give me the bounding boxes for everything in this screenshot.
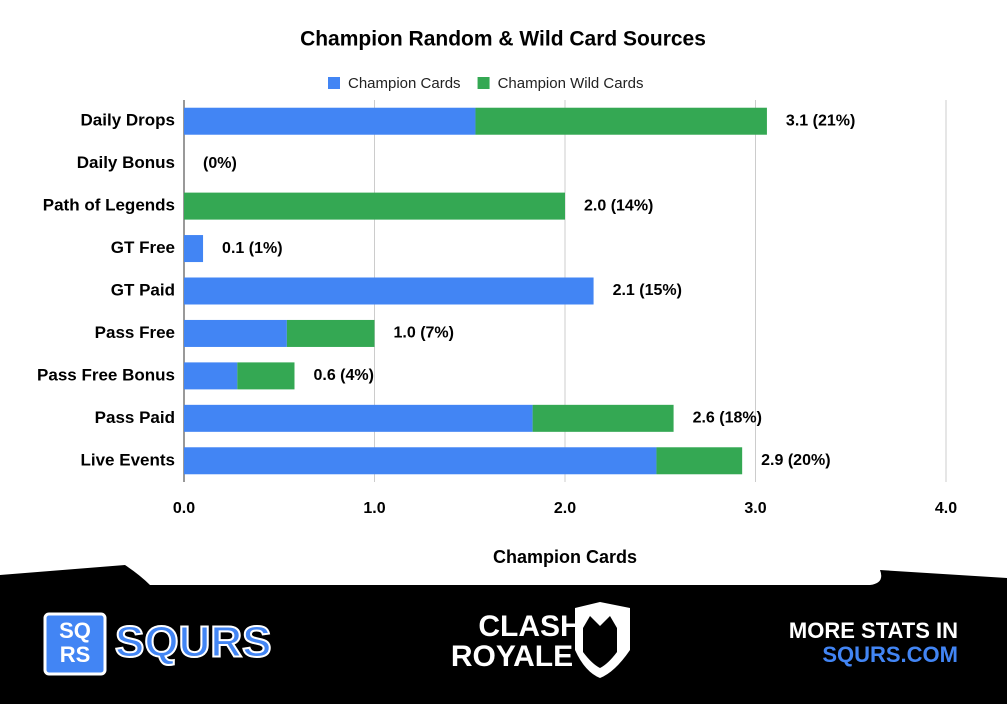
bar-segment bbox=[184, 277, 594, 305]
promo-site: SQURS.COM bbox=[822, 642, 958, 667]
bar-segment bbox=[184, 107, 476, 135]
legend-swatch bbox=[328, 77, 340, 89]
y-tick-label: Pass Paid bbox=[95, 408, 175, 427]
promo-text: MORE STATS IN bbox=[789, 618, 958, 643]
game-logo: CLASH bbox=[478, 610, 581, 643]
y-tick-label: Path of Legends bbox=[43, 196, 175, 215]
bar-segment bbox=[184, 235, 204, 263]
legend-label: Champion Wild Cards bbox=[498, 75, 644, 92]
brand-icon bbox=[43, 612, 107, 676]
legend-swatch bbox=[477, 77, 490, 89]
total-label: 2.9 (20%) bbox=[761, 452, 830, 469]
plot: 0.0 1.0 2.0 3.0 4.0 Champion Cards Champion Wi… bbox=[37, 75, 957, 517]
legend-label: Champion Cards bbox=[348, 75, 461, 92]
brand-icon-text: SQ bbox=[59, 618, 91, 643]
bar-segment bbox=[532, 404, 674, 432]
brand-icon-text: RS bbox=[60, 642, 91, 667]
total-label: 2.6 (18%) bbox=[693, 410, 762, 427]
y-tick-label: GT Paid bbox=[111, 280, 175, 299]
total-label: (0%) bbox=[203, 155, 237, 172]
total-label: 0.6 (4%) bbox=[313, 367, 373, 384]
total-label: 1.0 (7%) bbox=[394, 325, 454, 342]
y-tick-label: Pass Free bbox=[95, 323, 175, 342]
x-tick-label: 2.0 bbox=[554, 500, 576, 517]
y-tick-label: Live Events bbox=[81, 450, 176, 469]
game-crest-inner bbox=[583, 616, 617, 668]
brand-name: SQURS bbox=[115, 618, 271, 667]
bar-segment bbox=[656, 447, 743, 475]
y-tick-label: Daily Bonus bbox=[77, 153, 175, 172]
y-tick-label: Daily Drops bbox=[81, 111, 175, 130]
total-label: 3.1 (21%) bbox=[786, 112, 855, 129]
total-label: 2.0 (14%) bbox=[584, 197, 653, 214]
total-label: 2.1 (15%) bbox=[613, 282, 682, 299]
bar-segment bbox=[184, 319, 287, 347]
x-tick-label: 3.0 bbox=[744, 500, 766, 517]
game-logo: ROYALE bbox=[451, 640, 573, 673]
bar-segment bbox=[286, 319, 375, 347]
y-tick-label: Pass Free Bonus bbox=[37, 365, 175, 384]
footer-band bbox=[0, 565, 1007, 704]
bar-segment bbox=[237, 362, 295, 390]
bar-segment bbox=[475, 107, 767, 135]
x-tick-label: 4.0 bbox=[935, 500, 957, 517]
chart-title: Champion Random & Wild Card Sources bbox=[300, 28, 706, 51]
x-tick-label: 0.0 bbox=[173, 500, 195, 517]
total-label: 0.1 (1%) bbox=[222, 240, 282, 257]
bar-segment bbox=[184, 362, 238, 390]
x-axis-label: Champion Cards bbox=[493, 547, 637, 567]
x-tick-label: 1.0 bbox=[363, 500, 385, 517]
y-tick-label: GT Free bbox=[111, 238, 175, 257]
bar-segment bbox=[184, 447, 657, 475]
bar-segment bbox=[184, 404, 533, 432]
bar-segment bbox=[184, 192, 565, 220]
